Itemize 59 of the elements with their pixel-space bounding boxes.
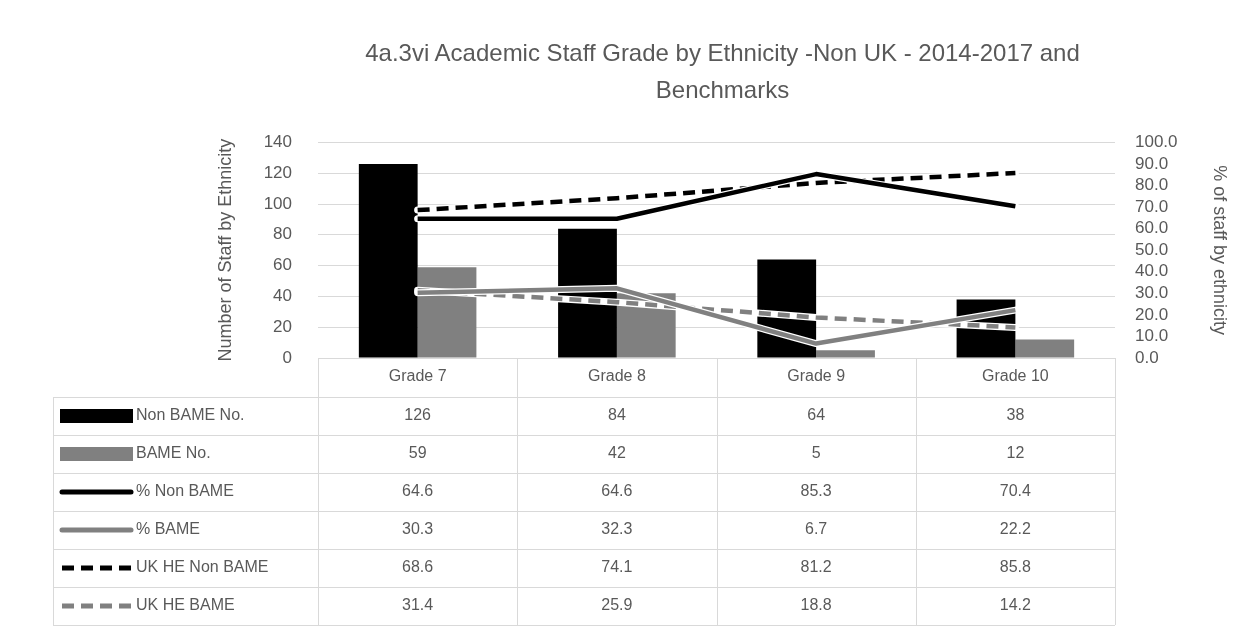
y2-tick-label: 20.0 — [1135, 304, 1169, 324]
data-label: 68.6 — [402, 558, 434, 576]
y-axis-title: Number of Staff by Ethnicity — [214, 138, 235, 362]
data-label: 32.3 — [601, 520, 633, 538]
data-label: 70.4 — [999, 482, 1032, 500]
bar — [1015, 339, 1075, 358]
data-label: 42 — [607, 444, 626, 462]
data-label: 85.3 — [800, 482, 832, 500]
bar — [816, 350, 875, 358]
data-label: 74.1 — [601, 558, 633, 576]
x-tick-label: Grade 7 — [388, 367, 447, 385]
data-label: 12 — [1006, 444, 1025, 462]
data-label: 38 — [1006, 406, 1025, 424]
y2-tick-label: 0.0 — [1135, 347, 1159, 367]
y-tick-label: 60 — [273, 255, 292, 275]
y2-tick-label: 90.0 — [1135, 153, 1169, 173]
y2-tick-label: 70.0 — [1135, 196, 1169, 216]
y-tick-label: 100 — [263, 193, 292, 213]
legend-label: BAME No. — [136, 444, 211, 462]
legend-label: % Non BAME — [136, 482, 234, 500]
data-label: 6.7 — [805, 520, 828, 538]
data-label: 81.2 — [800, 558, 832, 576]
y2-axis-title: % of staff by ethnicity — [1210, 165, 1231, 336]
data-label: 59 — [408, 444, 427, 462]
legend-label: % BAME — [136, 520, 201, 538]
y2-tick-label: 80.0 — [1135, 175, 1169, 195]
data-label: 64.6 — [601, 482, 633, 500]
y2-tick-label: 50.0 — [1135, 239, 1169, 259]
data-label: 5 — [811, 444, 821, 462]
y2-tick-label: 60.0 — [1135, 218, 1169, 238]
data-label: 85.8 — [999, 558, 1032, 576]
legend-label: UK HE BAME — [136, 596, 235, 614]
y-tick-label: 140 — [263, 132, 292, 152]
y-tick-label: 40 — [273, 286, 292, 306]
legend-label: UK HE Non BAME — [136, 558, 269, 576]
y2-tick-label: 30.0 — [1135, 283, 1169, 303]
data-label: 22.2 — [999, 520, 1032, 538]
data-label: 14.2 — [999, 596, 1032, 614]
data-label: 18.8 — [800, 596, 832, 614]
chart-title: 4a.3vi Academic Staff Grade by Ethnicity -Non UK - 2014-2017 and Benchmarks — [365, 39, 1080, 104]
data-label: 30.3 — [402, 520, 434, 538]
data-label: 84 — [607, 406, 626, 424]
x-tick-label: Grade 9 — [787, 367, 846, 385]
y-tick-label: 120 — [263, 162, 292, 182]
legend-label: Non BAME No. — [136, 406, 245, 424]
data-label: 25.9 — [601, 596, 633, 614]
y2-tick-label: 10.0 — [1135, 326, 1169, 346]
data-label: 64 — [807, 406, 826, 424]
data-label: 64.6 — [402, 482, 434, 500]
y-tick-label: 80 — [273, 224, 292, 244]
y2-tick-label: 100.0 — [1135, 132, 1178, 152]
data-label: 126 — [404, 406, 432, 424]
x-tick-label: Grade 10 — [982, 367, 1049, 385]
y-tick-label: 0 — [282, 347, 292, 367]
bar — [358, 163, 418, 358]
y2-tick-label: 40.0 — [1135, 261, 1169, 281]
data-label: 31.4 — [402, 596, 434, 614]
x-tick-label: Grade 8 — [587, 367, 646, 385]
y-tick-label: 20 — [273, 316, 292, 336]
